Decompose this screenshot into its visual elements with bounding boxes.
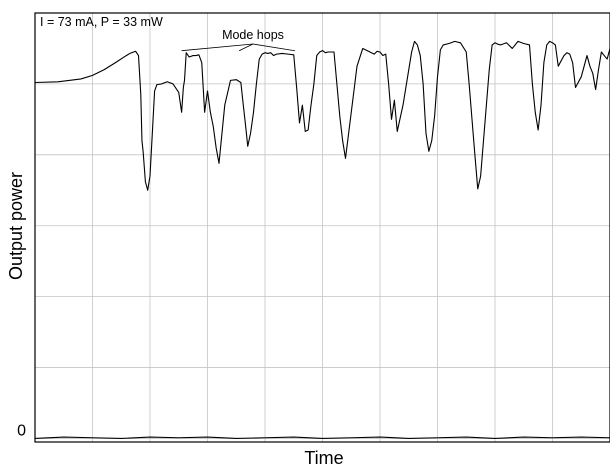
plot-frame <box>34 12 610 443</box>
output-power-trace <box>34 40 610 191</box>
mode-hop-pointer-2 <box>252 43 295 52</box>
mode-hop-pointer-0 <box>181 43 254 52</box>
baseline-trace <box>34 436 610 440</box>
x-axis-label: Time <box>304 448 343 468</box>
grid-layer <box>34 12 610 442</box>
tick-layer: 0 <box>17 422 26 439</box>
trace-layer <box>34 40 610 440</box>
callout-layer <box>181 43 295 52</box>
y-axis-label: Output power <box>6 172 26 280</box>
mode-hop-pointer-1 <box>238 43 254 52</box>
y-tick-label-0: 0 <box>17 422 26 439</box>
current-power-annotation: I = 73 mA, P = 33 mW <box>40 15 163 29</box>
mode-hops-label: Mode hops <box>222 28 284 42</box>
